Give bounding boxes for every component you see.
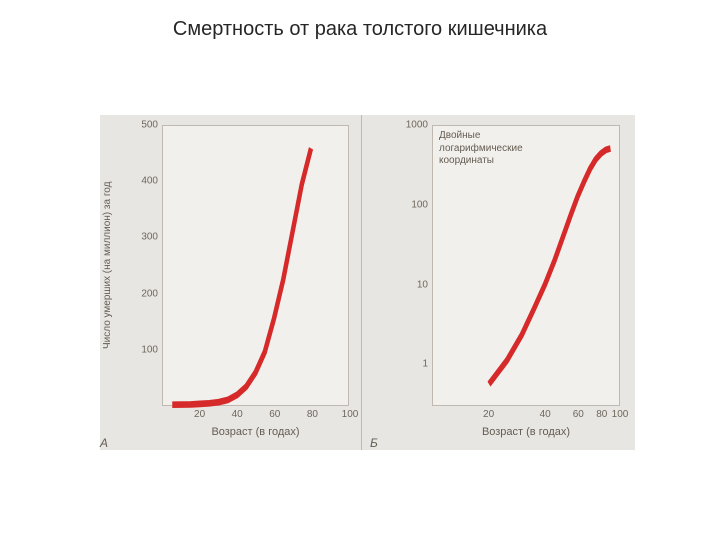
- tick-y: 400: [102, 176, 158, 187]
- tick-y: 200: [102, 288, 158, 299]
- tick-y: 10: [372, 279, 428, 290]
- tick-y: 300: [102, 232, 158, 243]
- panel-b-svg: [433, 126, 619, 405]
- tick-x: 80: [596, 409, 607, 420]
- panel-a-line: [172, 148, 311, 404]
- tick-x: 40: [232, 409, 243, 420]
- tick-x: 60: [269, 409, 280, 420]
- tick-x: 40: [540, 409, 551, 420]
- tick-x: 80: [307, 409, 318, 420]
- tick-y: 500: [102, 120, 158, 131]
- panel-b-line: [489, 148, 610, 384]
- panel-a-letter: А: [100, 436, 108, 450]
- panel-a-xlabel: Возраст (в годах): [162, 426, 349, 438]
- panel-a-ylabel: Число умерших (на миллион) за год: [102, 127, 116, 404]
- tick-x: 100: [612, 409, 629, 420]
- panel-a-svg: [163, 126, 348, 405]
- tick-x: 60: [573, 409, 584, 420]
- tick-y: 1000: [372, 120, 428, 131]
- tick-y: 1: [372, 359, 428, 370]
- panel-b-letter: Б: [370, 436, 378, 450]
- tick-y: 100: [372, 199, 428, 210]
- tick-x: 100: [342, 409, 359, 420]
- page: Смертность от рака толстого кишечника Чи…: [0, 0, 720, 540]
- tick-y: 100: [102, 344, 158, 355]
- panel-b: Двойные логарифмические координаты Возра…: [370, 115, 632, 450]
- panel-a-plot: [162, 125, 349, 406]
- tick-x: 20: [194, 409, 205, 420]
- tick-x: 20: [483, 409, 494, 420]
- figure: Число умерших (на миллион) за год Возрас…: [100, 115, 635, 450]
- page-title: Смертность от рака толстого кишечника: [0, 18, 720, 41]
- panel-b-annotation: Двойные логарифмические координаты: [439, 130, 523, 168]
- panel-b-plot: Двойные логарифмические координаты: [432, 125, 620, 406]
- panel-a: Число умерших (на миллион) за год Возрас…: [100, 115, 362, 450]
- panel-b-xlabel: Возраст (в годах): [432, 426, 620, 438]
